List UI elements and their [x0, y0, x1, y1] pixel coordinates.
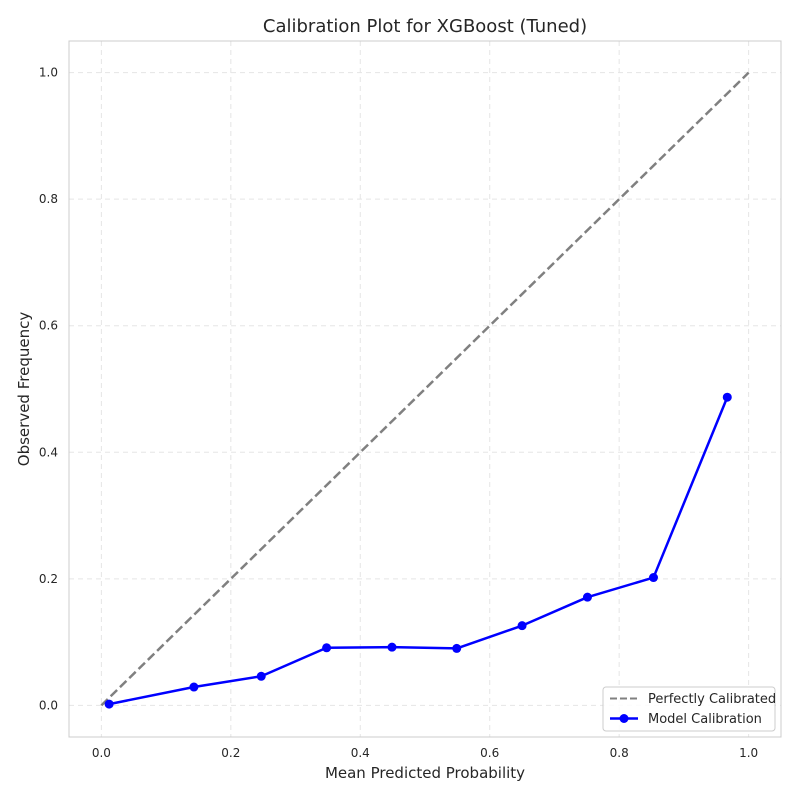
x-tick-label: 0.4: [351, 746, 370, 760]
legend: Perfectly Calibrated Model Calibration: [602, 686, 776, 732]
y-tick-label: 0.4: [39, 445, 58, 459]
series: [100, 71, 750, 709]
plot-area-frame: [68, 40, 782, 738]
x-axis-label: Mean Predicted Probability: [325, 764, 525, 782]
y-tick-label: 0.2: [39, 572, 58, 586]
model-calibration-point: [582, 592, 592, 602]
model-calibration-point: [452, 643, 462, 653]
model-calibration-line: [108, 396, 729, 706]
legend-label-perfectly-calibrated: Perfectly Calibrated: [648, 692, 776, 707]
model-calibration-point: [322, 643, 332, 653]
model-calibration-point: [256, 671, 266, 681]
y-axis-label: Observed Frequency: [15, 312, 33, 467]
tick-labels: 0.0 0.2 0.4 0.6 0.8 1.0 0.0 0.2 0.4 0.6 0.8 1.0: [39, 66, 758, 760]
grid: [69, 41, 781, 737]
y-tick-label: 0.6: [39, 319, 58, 333]
y-tick-label: 0.8: [39, 192, 58, 206]
x-tick-label: 0.2: [221, 746, 240, 760]
legend-label-model-calibration: Model Calibration: [648, 712, 762, 727]
x-tick-label: 0.0: [92, 746, 111, 760]
chart-title: Calibration Plot for XGBoost (Tuned): [263, 16, 587, 37]
model-calibration-point: [189, 682, 199, 692]
model-calibration-point: [722, 392, 732, 402]
y-tick-label: 0.0: [39, 698, 58, 712]
model-calibration-point: [387, 642, 397, 652]
x-tick-label: 0.6: [480, 746, 499, 760]
legend-box: [602, 686, 776, 732]
x-tick-label: 1.0: [739, 746, 758, 760]
model-calibration-point: [104, 699, 114, 709]
perfectly-calibrated-line: [100, 71, 750, 707]
model-calibration-point: [648, 573, 658, 583]
model-calibration-point: [517, 621, 527, 631]
legend-marker-model-calibration: [619, 714, 629, 723]
x-tick-label: 0.8: [610, 746, 629, 760]
y-tick-label: 1.0: [39, 66, 58, 80]
